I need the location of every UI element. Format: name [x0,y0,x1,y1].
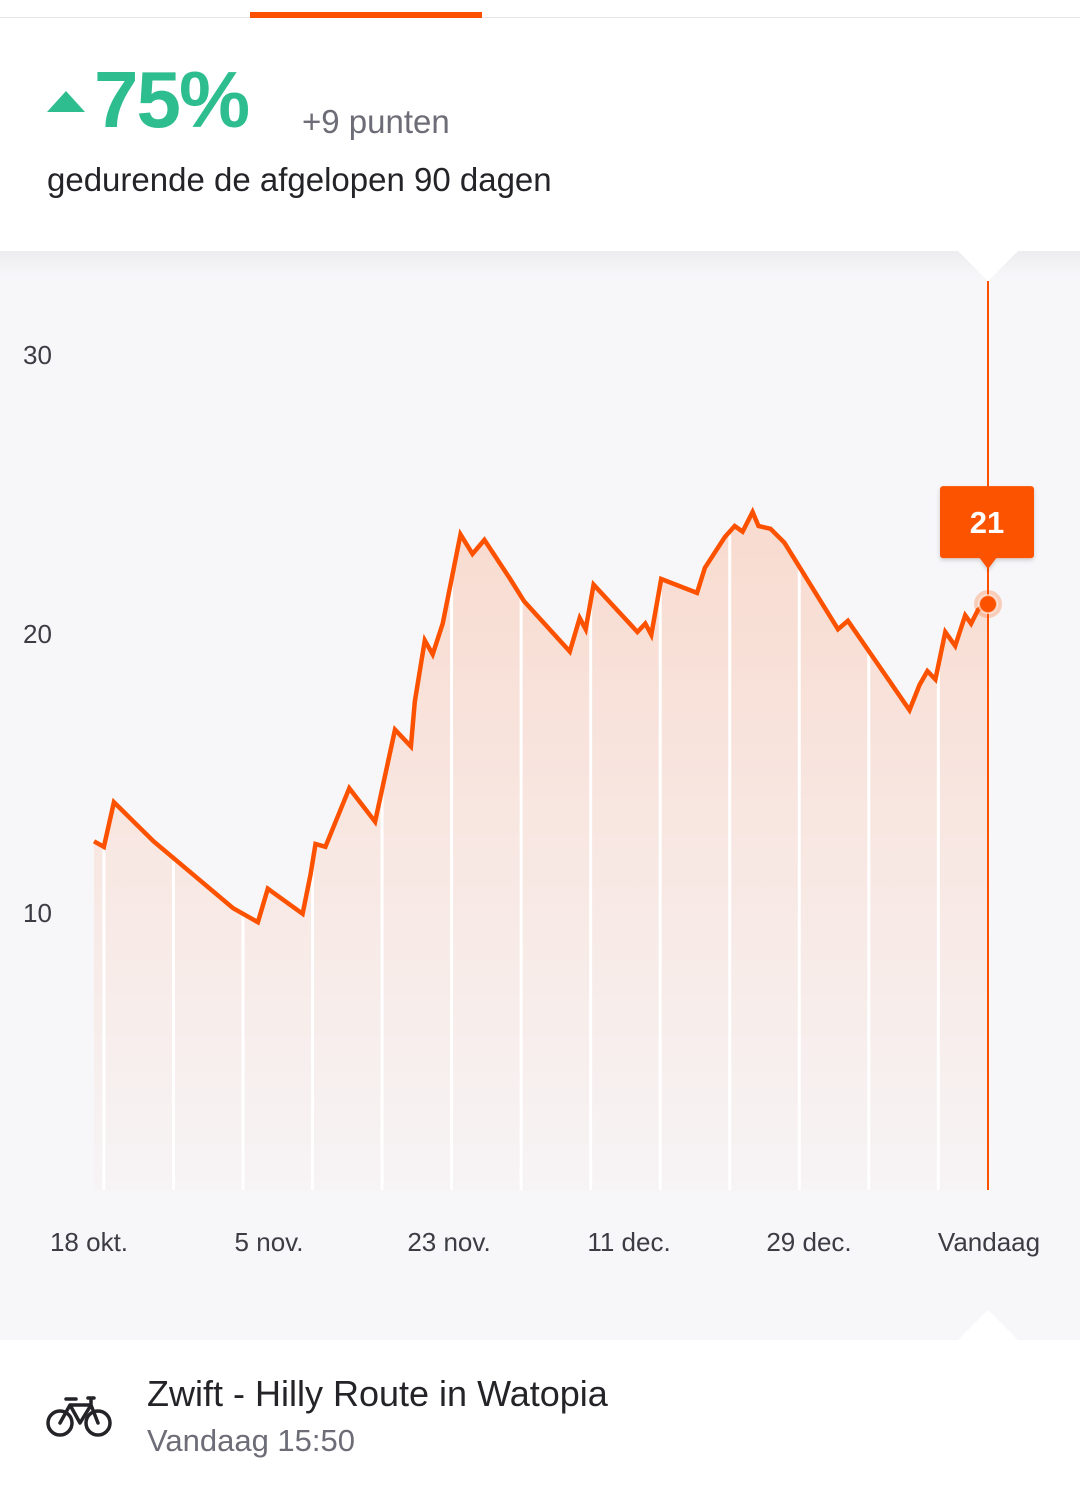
activity-time: Vandaag 15:50 [147,1423,356,1458]
series-line [92,506,990,926]
x-tick-label: 18 okt. [50,1227,128,1257]
points-change: +9 punten [302,103,450,140]
fitness-chart[interactable]: 10 20 30 21 18 okt. 5 nov. 23 nov. 11 dec. 29 … [0,251,1080,1340]
x-tick-label: 29 dec. [766,1227,851,1257]
trend-up-icon [47,91,85,112]
tooltip-value: 21 [970,505,1004,540]
tooltip-box [940,486,1034,559]
activity-row[interactable]: Zwift - Hilly Route in Watopia Vandaag 1… [0,1340,1080,1486]
top-divider [0,17,1080,18]
chart-area-fill [94,512,988,1190]
bicycle-icon [46,1396,112,1437]
y-tick-label: 10 [23,898,52,928]
y-tick-label: 30 [23,340,52,370]
x-tick-label: 5 nov. [235,1227,304,1257]
value-tooltip: 21 [940,486,1034,570]
fitness-summary: 75% +9 punten gedurende de afgelopen 90 … [0,18,1080,251]
fitness-chart-panel[interactable]: 10 20 30 21 18 okt. 5 nov. 23 nov. 11 dec. 29 … [0,251,1080,1340]
x-tick-label: 23 nov. [407,1227,490,1257]
x-tick-label: Vandaag [938,1227,1040,1257]
x-tick-label: 11 dec. [587,1227,670,1257]
y-tick-label: 20 [23,619,52,649]
panel-notch-top [958,251,1018,281]
change-percent: 75% [94,55,250,144]
panel-shadow [0,251,1080,277]
panel-notch-bottom [958,1310,1018,1340]
activity-title: Zwift - Hilly Route in Watopia [147,1373,608,1414]
selected-point[interactable] [978,594,998,615]
period-label: gedurende de afgelopen 90 dagen [47,161,552,198]
active-tab-indicator[interactable] [250,12,482,18]
tooltip-pointer [979,557,997,570]
